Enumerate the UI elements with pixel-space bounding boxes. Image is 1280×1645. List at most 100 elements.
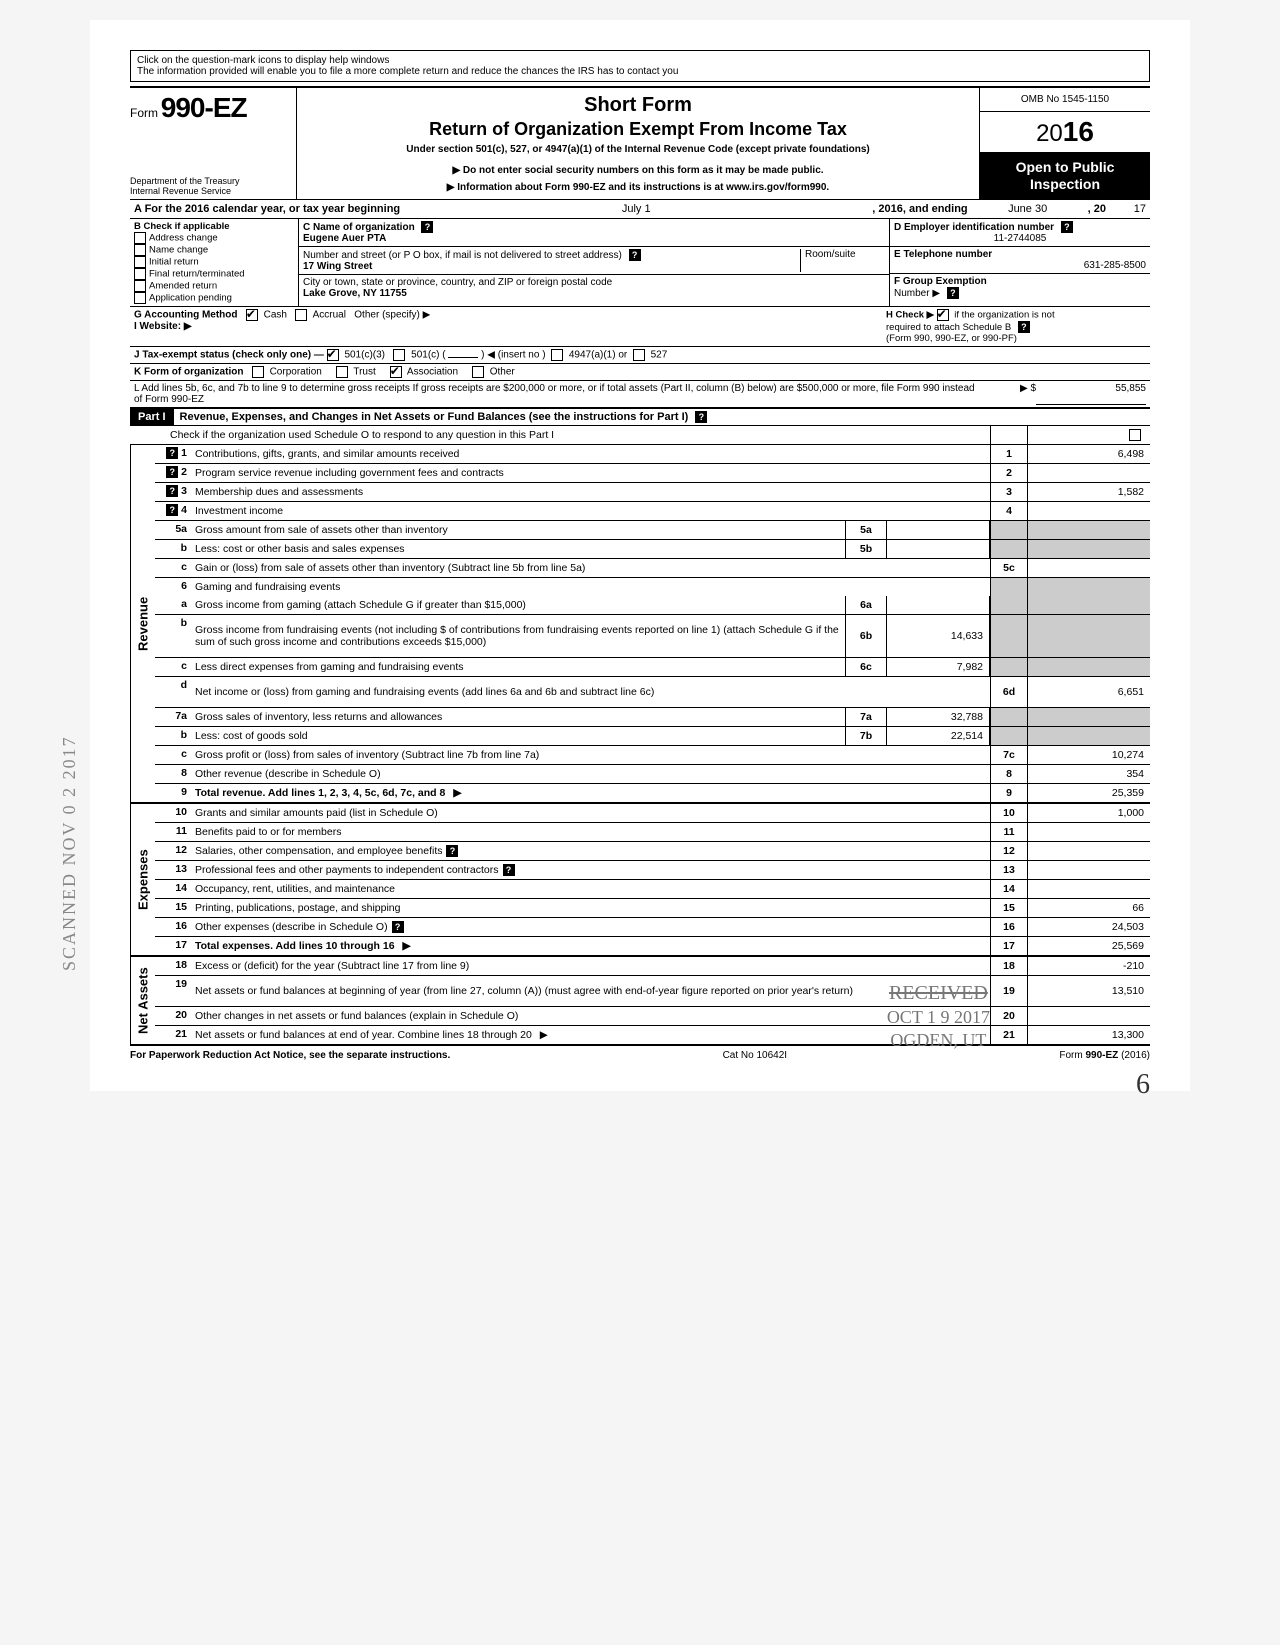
info-about: ▶ Information about Form 990-EZ and its … xyxy=(307,182,969,193)
tax-year: 2016 xyxy=(980,112,1150,153)
ein-value: 11-2744085 xyxy=(894,233,1146,244)
line-21: 21 Net assets or fund balances at end of… xyxy=(155,1026,1150,1044)
help-icon[interactable]: ? xyxy=(166,485,178,497)
help-icon[interactable]: ? xyxy=(166,504,178,516)
chk-application-pending[interactable]: Application pending xyxy=(134,292,294,304)
chk-name-change[interactable]: Name change xyxy=(134,244,294,256)
f-number-label: Number ▶ xyxy=(894,288,940,299)
c-street-row: Number and street (or P O box, if mail i… xyxy=(299,247,889,275)
street-value: 17 Wing Street xyxy=(303,261,372,272)
line-8-value: 354 xyxy=(1028,765,1150,783)
line-17: 17 Total expenses. Add lines 10 through … xyxy=(155,937,1150,955)
city-label: City or town, state or province, country… xyxy=(303,277,612,288)
line-7b: b Less: cost of goods sold 7b 22,514 xyxy=(155,727,1150,746)
line-10: 10 Grants and similar amounts paid (list… xyxy=(155,804,1150,823)
help-icon[interactable]: ? xyxy=(1061,221,1073,233)
expenses-label: Expenses xyxy=(130,804,155,955)
chk-amended-return[interactable]: Amended return xyxy=(134,280,294,292)
chk-trust[interactable] xyxy=(336,366,348,378)
chk-501c3[interactable] xyxy=(327,349,339,361)
line-7b-value: 22,514 xyxy=(887,727,990,745)
f-label: F Group Exemption xyxy=(894,276,987,287)
chk-schedule-b[interactable] xyxy=(937,309,949,321)
line-5a: 5a Gross amount from sale of assets othe… xyxy=(155,521,1150,540)
city-value: Lake Grove, NY 11755 xyxy=(303,288,407,299)
line-6b: b Gross income from fundraising events (… xyxy=(155,615,1150,658)
chk-accrual[interactable] xyxy=(295,309,307,321)
chk-corp[interactable] xyxy=(252,366,264,378)
section-bcdef: B Check if applicable Address change Nam… xyxy=(130,219,1150,307)
k-label: K Form of organization xyxy=(134,367,243,378)
line-7a: 7a Gross sales of inventory, less return… xyxy=(155,708,1150,727)
chk-schedule-o[interactable] xyxy=(1129,429,1141,441)
chk-501c[interactable] xyxy=(393,349,405,361)
help-icon[interactable]: ? xyxy=(695,411,707,423)
help-icon[interactable]: ? xyxy=(629,249,641,261)
net-assets-section: Net Assets 18 Excess or (deficit) for th… xyxy=(130,957,1150,1046)
line-14: 14 Occupancy, rent, utilities, and maint… xyxy=(155,880,1150,899)
help-icon[interactable]: ? xyxy=(446,845,458,857)
chk-initial-return[interactable]: Initial return xyxy=(134,256,294,268)
line-1-value: 6,498 xyxy=(1028,445,1150,463)
line-6a: a Gross income from gaming (attach Sched… xyxy=(155,596,1150,615)
line-5b: b Less: cost or other basis and sales ex… xyxy=(155,540,1150,559)
line-3: ? 3 Membership dues and assessments 3 1,… xyxy=(155,483,1150,502)
line-6d: d Net income or (loss) from gaming and f… xyxy=(155,677,1150,708)
footer-left: For Paperwork Reduction Act Notice, see … xyxy=(130,1050,450,1061)
expenses-section: Expenses 10 Grants and similar amounts p… xyxy=(130,804,1150,957)
chk-address-change[interactable]: Address change xyxy=(134,232,294,244)
help-icon[interactable]: ? xyxy=(421,221,433,233)
line-7c: c Gross profit or (loss) from sales of i… xyxy=(155,746,1150,765)
help-icon[interactable]: ? xyxy=(166,466,178,478)
help-icon[interactable]: ? xyxy=(166,447,178,459)
line-2: ? 2 Program service revenue including go… xyxy=(155,464,1150,483)
row-h: H Check ▶ if the organization is not req… xyxy=(886,309,1146,344)
line-4-value xyxy=(1028,502,1150,520)
e-label: E Telephone number xyxy=(894,249,992,260)
line-21-value: 13,300 xyxy=(1028,1026,1150,1044)
row-k: K Form of organization Corporation Trust… xyxy=(130,364,1150,381)
section-f: F Group Exemption Number ▶ ? xyxy=(890,274,1150,301)
section-def: D Employer identification number ? 11-27… xyxy=(889,219,1150,306)
line-20: 20 Other changes in net assets or fund b… xyxy=(155,1007,1150,1026)
help-icon[interactable]: ? xyxy=(503,864,515,876)
line-7a-value: 32,788 xyxy=(887,708,990,726)
c-name-label: C Name of organization xyxy=(303,222,415,233)
section-d: D Employer identification number ? 11-27… xyxy=(890,219,1150,247)
short-form-title: Short Form xyxy=(307,94,969,117)
j-label: J Tax-exempt status (check only one) — xyxy=(134,350,324,361)
row-i-website: I Website: ▶ xyxy=(134,321,192,332)
c-name-row: C Name of organization ? Eugene Auer PTA xyxy=(299,219,889,247)
chk-4947[interactable] xyxy=(551,349,563,361)
form-number: 990-EZ xyxy=(161,92,247,123)
l-text: L Add lines 5b, 6c, and 7b to line 9 to … xyxy=(134,383,976,405)
footer-cat: Cat No 10642I xyxy=(723,1050,788,1061)
row-a-label: A For the 2016 calendar year, or tax yea… xyxy=(134,203,400,215)
line-6c: c Less direct expenses from gaming and f… xyxy=(155,658,1150,677)
l-arrow: ▶ $ xyxy=(976,383,1036,405)
chk-other[interactable] xyxy=(472,366,484,378)
section-e: E Telephone number 631-285-8500 xyxy=(890,247,1150,274)
help-icon[interactable]: ? xyxy=(392,921,404,933)
g-other: Other (specify) ▶ xyxy=(354,310,430,321)
chk-assoc[interactable] xyxy=(390,366,402,378)
row-a-mid: , 2016, and ending xyxy=(872,203,967,215)
help-icon[interactable]: ? xyxy=(947,287,959,299)
line-4: ? 4 Investment income 4 xyxy=(155,502,1150,521)
line-17-value: 25,569 xyxy=(1028,937,1150,955)
header-left: Form 990-EZ Department of the Treasury I… xyxy=(130,88,297,199)
line-9-value: 25,359 xyxy=(1028,784,1150,802)
help-note: Click on the question-mark icons to disp… xyxy=(130,50,1150,82)
line-11: 11 Benefits paid to or for members 11 xyxy=(155,823,1150,842)
help-icon[interactable]: ? xyxy=(1018,321,1030,333)
line-13: 13 Professional fees and other payments … xyxy=(155,861,1150,880)
chk-527[interactable] xyxy=(633,349,645,361)
department: Department of the Treasury Internal Reve… xyxy=(130,177,290,197)
row-a-yrlabel: , 20 xyxy=(1088,203,1106,215)
line-16: 16 Other expenses (describe in Schedule … xyxy=(155,918,1150,937)
chk-cash[interactable] xyxy=(246,309,258,321)
header-center: Short Form Return of Organization Exempt… xyxy=(297,88,979,199)
chk-final-return[interactable]: Final return/terminated xyxy=(134,268,294,280)
line-19-value: 13,510 xyxy=(1028,976,1150,1006)
part1-label: Part I xyxy=(130,409,174,425)
